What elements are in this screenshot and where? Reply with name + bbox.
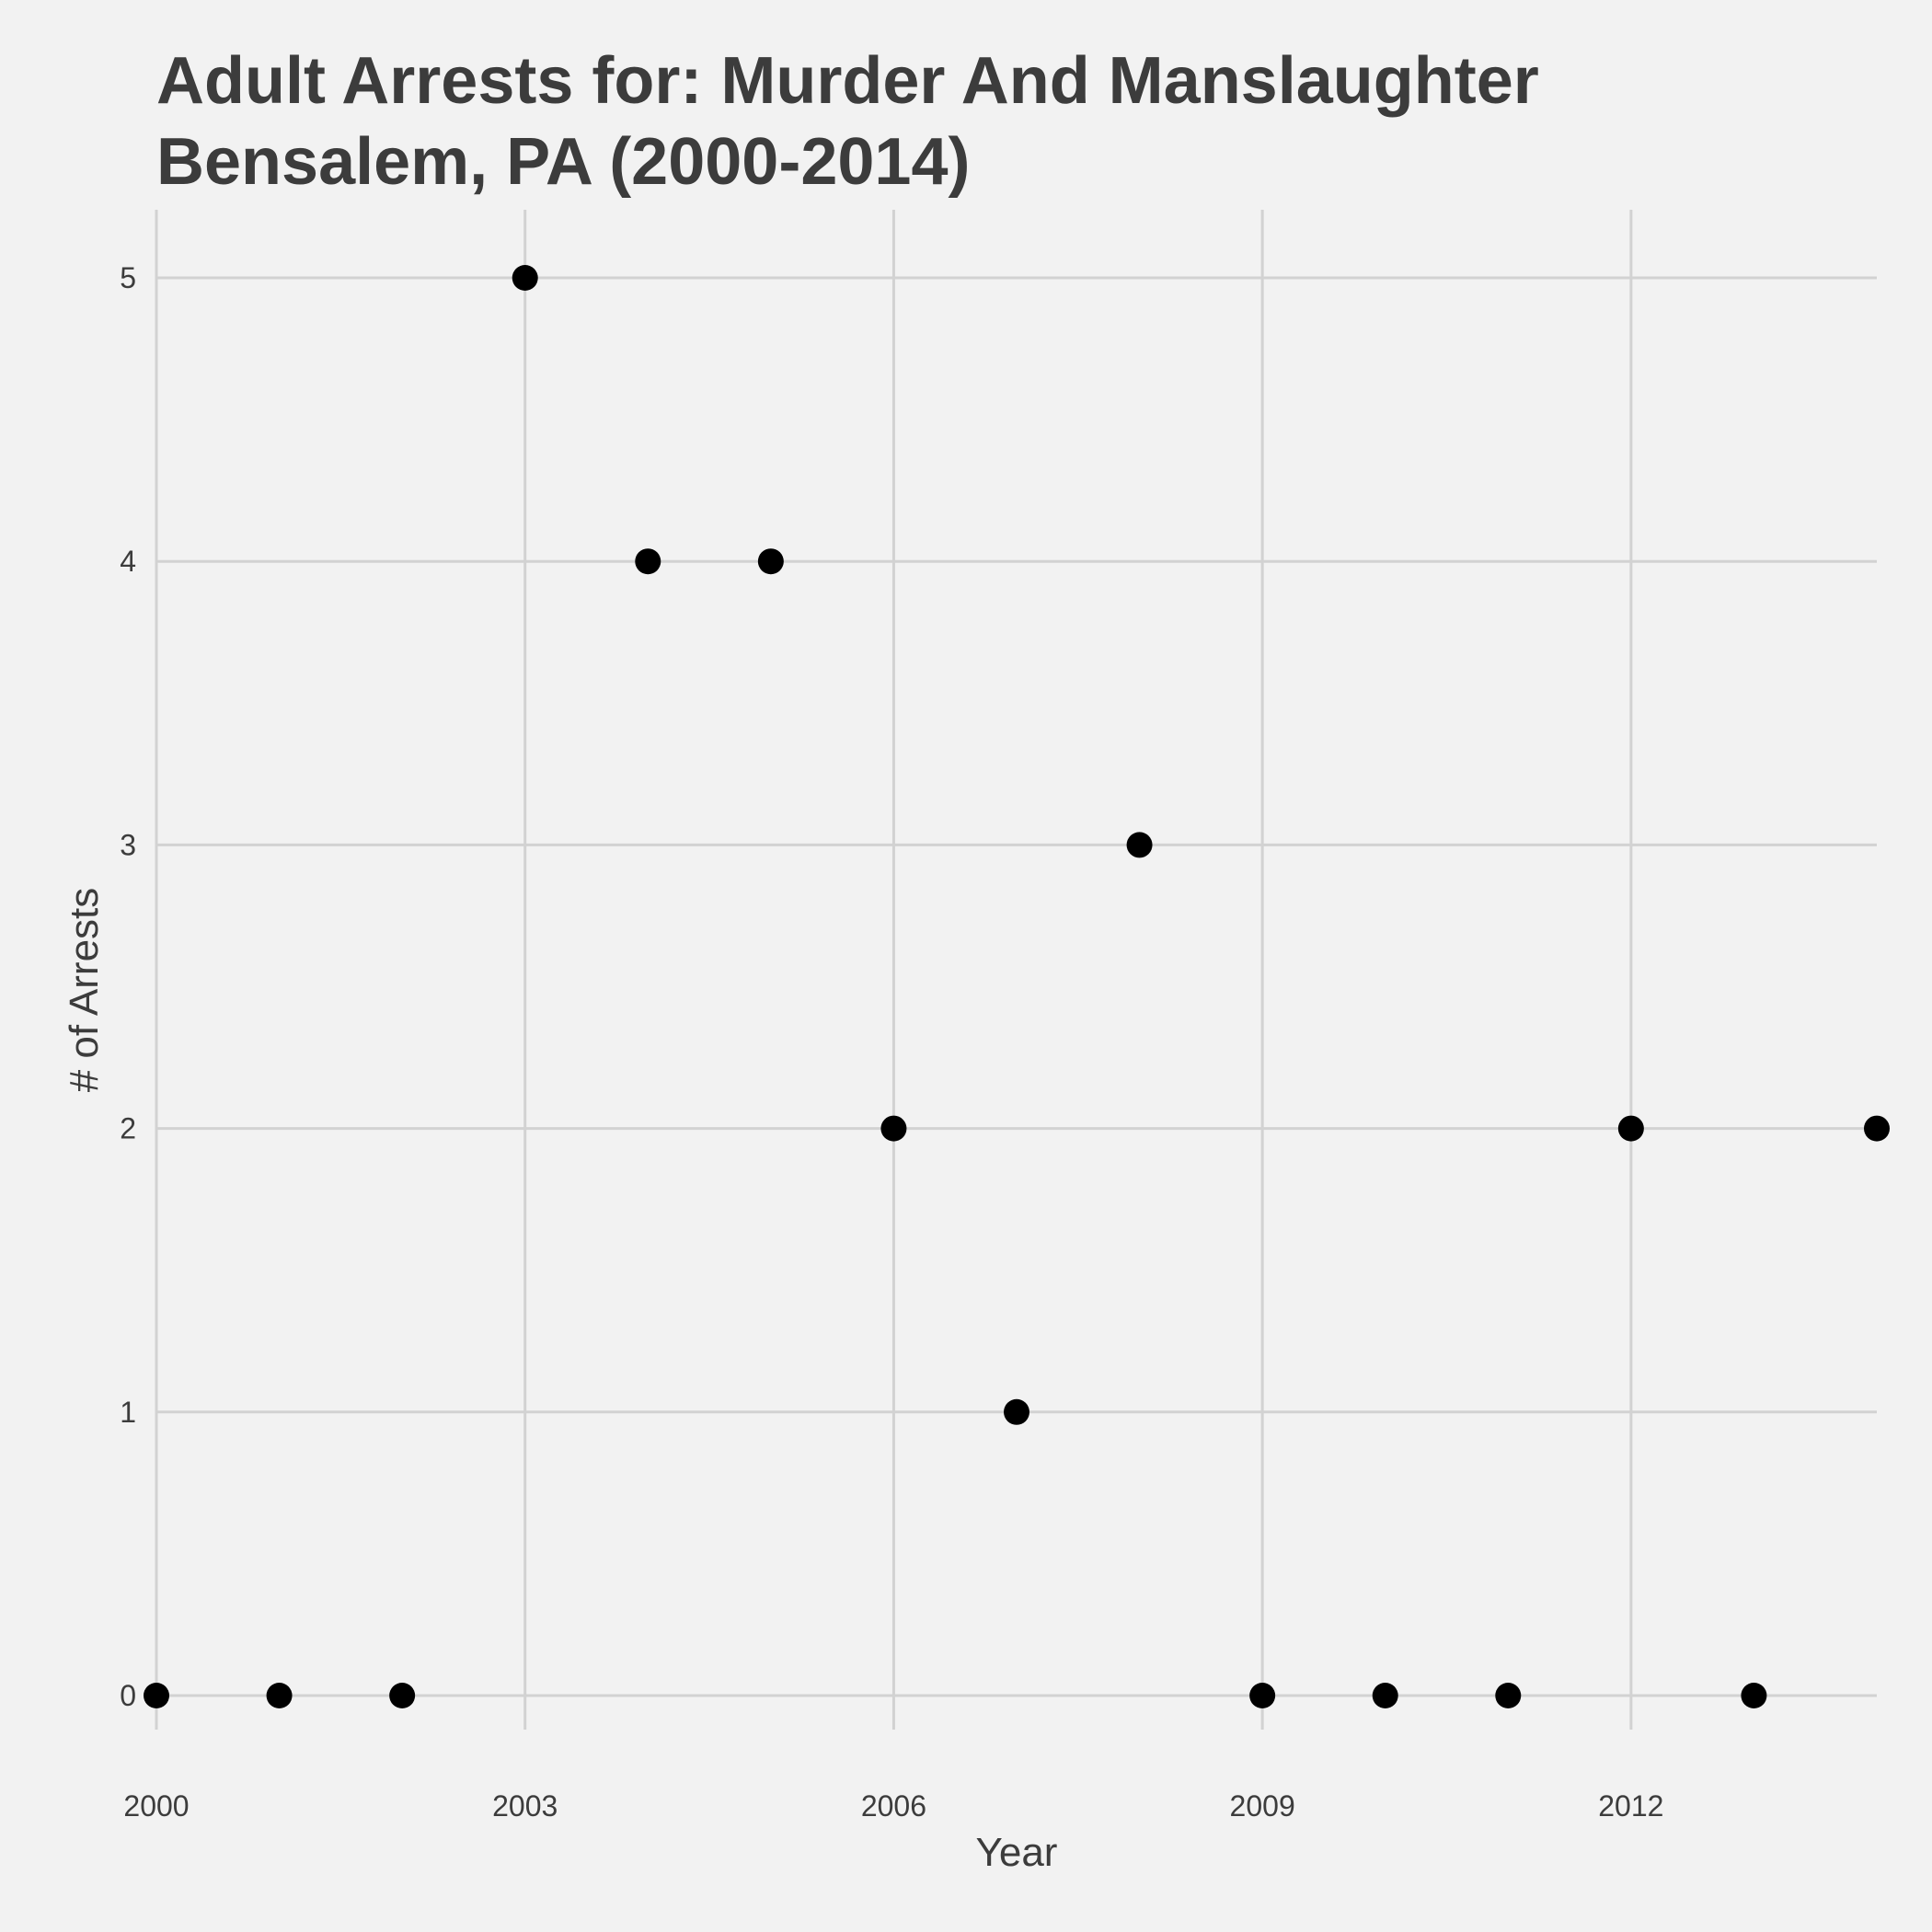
- y-tick-label-1: 1: [120, 1396, 136, 1429]
- data-point-2007: [1004, 1398, 1029, 1425]
- y-tick-label-3: 3: [120, 828, 136, 861]
- data-point-2011: [1495, 1683, 1522, 1708]
- chart-subtitle: Bensalem, PA (2000-2014): [156, 125, 970, 199]
- x-tick-label-2012: 2012: [1598, 1789, 1663, 1823]
- data-point-2013: [1741, 1683, 1767, 1708]
- y-tick-label-2: 2: [120, 1112, 136, 1145]
- data-point-2008: [1126, 832, 1153, 858]
- x-tick-label-2000: 2000: [123, 1789, 189, 1823]
- data-point-2006: [880, 1115, 907, 1142]
- grid-lines: [155, 210, 1877, 1730]
- data-point-2014: [1864, 1115, 1890, 1142]
- x-axis-title: Year: [976, 1830, 1058, 1875]
- y-axis-title: # of Arrests: [62, 888, 107, 1093]
- x-tick-label-2009: 2009: [1230, 1789, 1295, 1823]
- data-point-2005: [757, 548, 784, 575]
- data-point-2001: [266, 1683, 293, 1708]
- tick-labels: 0 1 2 3 4 5 2000 2003 2006 2009 2012: [120, 261, 1663, 1823]
- data-point-2009: [1249, 1683, 1276, 1708]
- data-point-2010: [1372, 1683, 1398, 1708]
- data-point-2000: [144, 1683, 169, 1708]
- data-points: [144, 265, 1890, 1708]
- data-point-2004: [635, 548, 661, 575]
- data-point-2002: [389, 1683, 416, 1708]
- data-point-2003: [512, 265, 538, 291]
- x-tick-label-2006: 2006: [861, 1789, 926, 1823]
- x-tick-label-2003: 2003: [492, 1789, 558, 1823]
- y-tick-label-5: 5: [120, 261, 136, 294]
- y-tick-label-4: 4: [120, 545, 136, 578]
- chart-title: Adult Arrests for: Murder And Manslaught…: [156, 44, 1539, 118]
- data-point-2012: [1617, 1115, 1644, 1142]
- y-tick-label-0: 0: [120, 1679, 136, 1712]
